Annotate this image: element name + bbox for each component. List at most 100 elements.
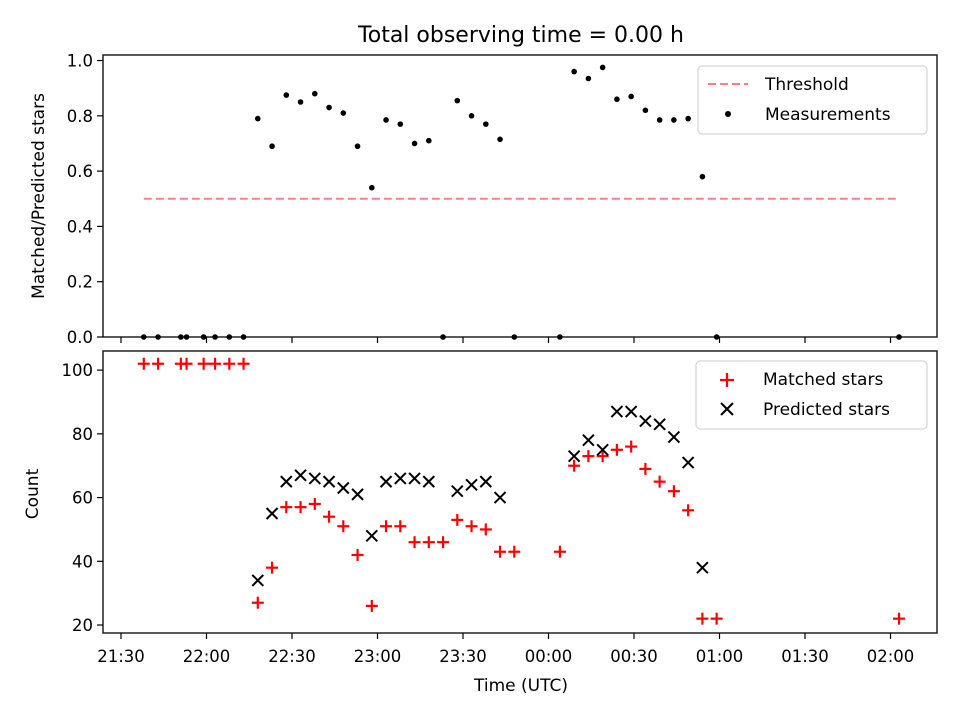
measurement-point (383, 117, 389, 123)
ratio-y-tick-label: 0.2 (67, 273, 93, 292)
matched-star-point (337, 520, 350, 533)
measurement-point (628, 93, 634, 100)
ratio-panel: 0.0 0.2 0.4 0.6 0.8 1.0 Matched/Predicted sta… (29, 52, 938, 347)
matched-star-point (422, 536, 435, 549)
x-tick-label: 00:00 (525, 647, 573, 666)
matched-star-point (308, 497, 321, 510)
measurement-point (614, 96, 620, 103)
predicted-star-point (337, 481, 350, 495)
ratio-y-tick-label: 1.0 (67, 52, 93, 71)
measurement-point (411, 140, 418, 147)
measurement-point (656, 117, 663, 123)
matched-star-point (437, 536, 450, 549)
measurement-point (468, 113, 475, 119)
x-tick-label: 22:30 (268, 647, 316, 666)
measurement-point (269, 143, 275, 150)
matched-star-point (667, 485, 680, 498)
matched-star-point (223, 357, 236, 370)
measurement-point (283, 92, 290, 98)
measurement-point (454, 97, 461, 104)
x-axis-label: Time (UTC) (473, 676, 568, 696)
x-tick-label: 01:00 (696, 647, 744, 666)
measurement-point (699, 173, 706, 180)
matched-star-point (682, 504, 695, 517)
matched-star-point (553, 545, 566, 558)
measurement-point (340, 110, 347, 116)
matched-star-point (596, 450, 609, 463)
measurement-point (642, 107, 649, 114)
predicted-star-point (653, 418, 666, 431)
predicted-star-point (294, 469, 307, 482)
matched-star-point (625, 440, 638, 453)
count-x-ticks: 21:30 22:00 22:30 23:00 23:30 00:00 00:30 01:00… (97, 633, 914, 666)
predicted-star-point (422, 475, 436, 488)
ratio-y-tick-label: 0.8 (67, 107, 93, 126)
count-y-tick-label: 100 (62, 361, 94, 380)
predicted-star-point (493, 491, 507, 504)
predicted-star-point (451, 484, 464, 498)
matched-star-point (180, 357, 193, 370)
count-y-tick-label: 80 (72, 425, 93, 444)
predicted-star-point (308, 472, 322, 485)
predicted-star-point (379, 475, 393, 488)
count-plot-area (137, 357, 906, 625)
measurement-point (426, 137, 432, 144)
predicted-star-point (365, 529, 379, 543)
x-tick-label: 01:30 (781, 647, 829, 666)
matched-star-point (568, 459, 581, 472)
count-legend: Matched stars Predicted stars (695, 360, 928, 430)
measurement-point (326, 104, 332, 111)
measurement-point (671, 117, 677, 123)
ratio-y-tick-label: 0.0 (67, 328, 93, 347)
measurement-point (354, 143, 361, 150)
matched-star-point (893, 612, 906, 625)
ratio-y-tick-label: 0.4 (67, 217, 93, 236)
matched-star-point (251, 596, 264, 609)
measurement-point (497, 136, 503, 143)
predicted-star-point (394, 472, 407, 485)
matched-star-point (237, 357, 250, 370)
matched-star-point (696, 612, 709, 625)
predicted-star-point (582, 434, 595, 447)
ratio-legend-box (697, 65, 928, 135)
predicted-star-point (251, 574, 265, 587)
measurement-point (397, 121, 404, 127)
matched-star-point (365, 599, 378, 612)
matched-star-point (639, 462, 652, 475)
ratio-y-ticks: 0.0 0.2 0.4 0.6 0.8 1.0 (67, 52, 103, 347)
measurement-point (312, 90, 318, 97)
x-tick-label: 00:30 (610, 647, 658, 666)
predicted-star-point (567, 449, 581, 463)
matched-star-point (451, 513, 464, 526)
matched-star-point (610, 443, 623, 456)
ratio-y-tick-label: 0.6 (67, 162, 93, 181)
matched-star-point (582, 450, 595, 463)
matched-star-point (494, 545, 507, 558)
matched-star-point (137, 357, 150, 370)
measurement-point (483, 121, 489, 127)
predicted-star-point (610, 405, 624, 418)
matched-legend-swatch (720, 373, 734, 387)
predicted-legend-swatch (720, 402, 734, 416)
count-y-axis-label: Count (23, 468, 43, 519)
matched-star-point (465, 520, 478, 533)
count-y-tick-label: 20 (72, 616, 93, 635)
ratio-legend: Threshold Measurements (697, 65, 928, 135)
measurement-point (571, 68, 577, 75)
matched-star-point (197, 357, 210, 370)
count-panel: 20 40 60 80 100 21:30 22:00 22:30 23:00 23:30 00:… (23, 350, 938, 696)
matched-star-point (209, 357, 222, 370)
matched-star-point (380, 520, 393, 533)
count-axes-frame (102, 350, 938, 634)
ratio-axes-frame (102, 54, 938, 338)
ratio-x-ticks (120, 337, 892, 343)
count-legend-box (695, 360, 928, 430)
measurements-legend-label: Measurements (765, 105, 891, 125)
predicted-star-point (639, 414, 652, 428)
matched-star-point (653, 475, 666, 488)
matched-star-point (266, 561, 279, 574)
predicted-star-point (465, 478, 478, 492)
measurement-point (254, 115, 261, 122)
x-tick-label: 23:00 (354, 647, 402, 666)
